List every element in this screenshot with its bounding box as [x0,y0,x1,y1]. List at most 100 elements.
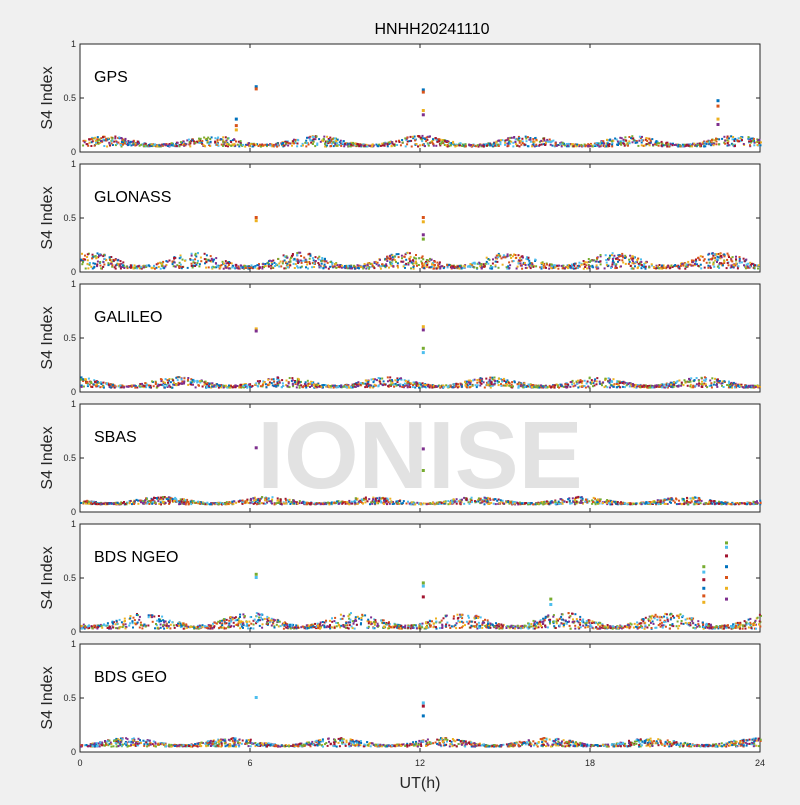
data-point [564,383,566,385]
data-point [439,267,441,269]
data-point [398,256,400,258]
data-point [476,382,478,384]
data-point [288,142,290,144]
data-point [374,384,376,386]
data-point [233,138,235,140]
data-point [205,381,207,383]
data-point [743,387,745,389]
data-point [387,256,389,258]
data-point [307,380,309,382]
data-point [559,384,561,386]
data-point [405,145,407,147]
data-point [244,146,246,148]
data-point [89,264,91,266]
data-point [422,109,425,112]
data-point [296,252,298,254]
data-point [542,385,544,387]
data-point [724,143,726,145]
data-point [198,265,200,267]
data-point [305,140,307,142]
data-point [128,386,130,388]
data-point [223,263,225,265]
data-point [600,263,602,265]
data-point [187,379,189,381]
data-point [502,264,504,266]
data-point [87,253,89,255]
data-point [161,263,163,265]
data-point [640,258,642,260]
data-point [535,144,537,146]
data-point [586,383,588,385]
data-point [97,261,99,263]
data-point [281,379,283,381]
data-point [699,259,701,261]
data-point [469,263,471,265]
data-point [452,142,454,144]
data-point [350,266,352,268]
data-point [450,144,452,146]
data-point [100,265,102,267]
data-point [249,145,251,147]
data-point [305,145,307,147]
data-point [381,378,383,380]
data-point [404,137,406,139]
data-point [193,261,195,263]
data-point [203,144,205,146]
data-point [732,136,734,138]
data-point [663,386,665,388]
data-point [238,141,240,143]
data-point [630,265,632,267]
data-point [447,140,449,142]
data-point [635,261,637,263]
data-point [479,380,481,382]
data-point [255,216,258,219]
data-point [205,267,207,269]
data-point [489,377,491,379]
data-point [586,267,588,269]
data-point [604,378,606,380]
data-point [512,142,514,144]
data-point [273,144,275,146]
data-point [441,142,443,144]
data-point [267,379,269,381]
data-point [103,387,105,389]
data-point [572,143,574,145]
y-tick-label: 1 [71,279,76,289]
data-point [274,385,276,387]
data-point [242,144,244,146]
data-point [504,144,506,146]
data-point [213,266,215,268]
data-point [545,386,547,388]
data-point [195,142,197,144]
data-point [231,262,233,264]
data-point [491,381,493,383]
data-point [487,382,489,384]
data-point [547,141,549,143]
data-point [641,264,643,266]
data-point [518,262,520,264]
data-point [707,265,709,267]
data-point [567,384,569,386]
data-point [223,387,225,389]
data-point [216,383,218,385]
data-point [334,137,336,139]
data-point [683,498,685,500]
data-point [599,383,601,385]
data-point [302,386,304,388]
data-point [429,135,431,137]
data-point [318,258,320,260]
data-point [728,137,730,139]
data-point [273,381,275,383]
data-point [517,139,519,141]
data-point [296,145,298,147]
data-point [710,267,712,269]
data-point [143,145,145,147]
data-point [696,383,698,385]
data-point [139,385,141,387]
data-point [233,144,235,146]
data-point [454,383,456,385]
data-point [112,140,114,142]
data-point [596,257,598,259]
data-point [292,253,294,255]
data-point [266,144,268,146]
